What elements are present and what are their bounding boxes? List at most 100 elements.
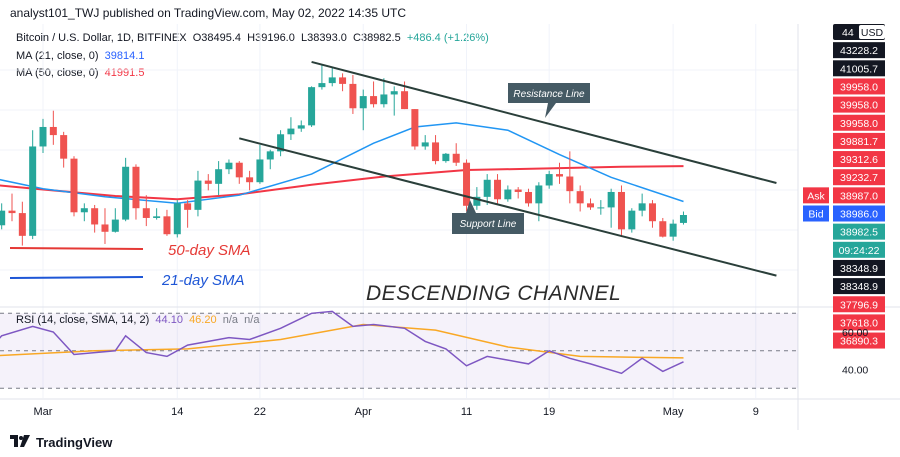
price-tag-value: 43228.2 [840,45,878,57]
price-tag: 39958.0 [833,114,885,131]
price-axis: 44 USD 43228.2 41005.7 39958.0 39958.0 39958.0… [803,24,885,349]
price-tag-bg [833,241,885,258]
candle [80,203,88,222]
price-tag-value: 37618.0 [840,317,878,329]
candle-body [359,96,367,109]
price-tag: 39958.0 [833,78,885,95]
candle-body [473,196,481,206]
candle [411,109,419,150]
ma21-legend: MA (21, close, 0) 39814.1 [16,50,144,62]
candle-body [494,179,502,200]
candle-body [308,87,316,126]
candle-body [29,146,37,236]
candle [235,161,243,184]
candle [576,185,584,212]
candle-body [287,128,295,135]
publish-header: analyst101_TWJ published on TradingView.… [10,6,406,20]
candle [659,217,667,238]
symbol-legend: Bitcoin / U.S. Dollar, 1D, BITFINEX O384… [16,32,489,44]
price-tag: 41005.7 [833,60,885,77]
high-value: 39196.0 [255,32,295,44]
resistance-callout: Resistance Line [508,83,590,118]
candle [586,198,594,210]
chart-grid [0,24,798,398]
ma21-series [0,122,684,205]
candle-body [556,174,563,177]
candle [308,86,316,127]
support-line [239,137,777,277]
candle [225,159,233,175]
price-tag-label-bg [803,187,829,204]
candle [669,219,677,241]
candle [504,185,512,202]
candle [60,131,68,168]
candle [297,120,305,132]
candle [648,200,656,228]
price-tag-bg [833,205,885,222]
candle [49,110,57,145]
x-tick-label: 9 [753,406,759,418]
price-tag: 37796.9 [833,296,885,313]
sma50-sample-line [9,247,144,250]
candle-body [535,185,543,204]
candle-body [318,83,326,88]
price-tag: 37618.0 [833,314,885,331]
candle-body [153,216,161,218]
candle-body [163,216,171,235]
price-tag-value: 44 [842,27,854,39]
rsi-label-text: RSI (14, close, SMA, 14, 2) [16,314,150,326]
ma21-value: 39814.1 [104,50,145,62]
rsi-axis-label: 40.00 [842,365,868,377]
price-tag-value: 09:24:22 [839,245,880,257]
channel-title: DESCENDING CHANNEL [366,282,621,305]
candle [163,209,171,236]
tradingview-footer[interactable]: TradingView [10,435,112,450]
price-tag-bg [833,78,885,95]
candle-body [184,203,192,210]
candle-body [463,162,471,206]
candle [18,201,26,246]
rsi-legend: RSI (14, close, SMA, 14, 2) 44.10 46.20 … [16,314,259,326]
ma50-line [0,165,684,201]
candle-body [225,162,233,170]
candle [153,208,161,220]
x-tick-label: Mar [34,406,53,418]
rsi-na-1: n/a [222,314,239,326]
candle-body [142,208,150,218]
price-tag: 39881.7 [833,132,885,149]
candle [483,174,491,205]
price-tag-value: 39312.6 [840,154,878,166]
candle-body [70,158,78,213]
candle [597,200,605,215]
x-tick-label: 19 [543,406,555,418]
candle-body [18,213,26,236]
candle-body [60,135,68,159]
candle [494,174,502,205]
price-tag-bg [833,223,885,240]
rsi-value: 44.10 [155,314,183,326]
price-tag-value: 39881.7 [840,136,878,148]
candles [0,65,687,246]
candle [607,188,615,228]
price-tag: 38348.9 [833,278,885,295]
high-label: H [247,32,256,44]
candle [628,208,636,233]
x-axis: Mar 14 22 Apr 11 19 May 9 [34,406,759,418]
price-tag: 09:24:22 [833,241,885,258]
candle-body [297,125,305,129]
candle-body [349,83,357,109]
price-tag-bg [833,296,885,313]
ma21-line [0,122,684,205]
close-value: 38982.5 [360,32,401,44]
candle [194,170,202,217]
price-tag-bg [833,314,885,331]
price-tag-value: 38348.9 [840,263,878,275]
candle [287,117,295,140]
candle-body [411,109,419,147]
candle [359,89,367,131]
x-tick-label: 14 [171,406,183,418]
price-tag-bg [833,259,885,276]
candle [380,78,388,108]
price-tag: 43228.2 [833,42,885,59]
